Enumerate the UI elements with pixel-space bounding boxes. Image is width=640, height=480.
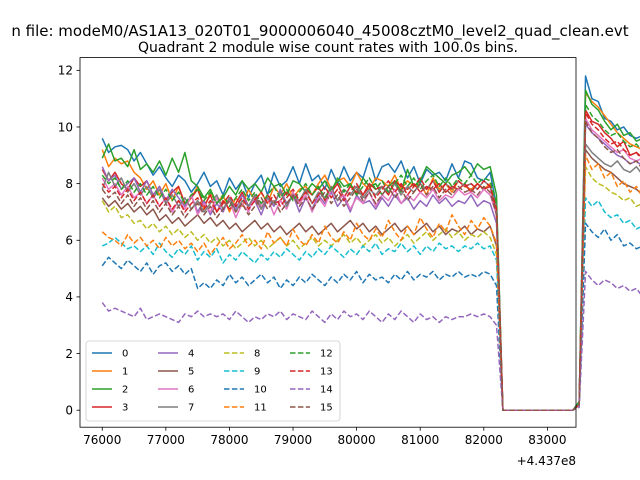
series-line-5	[101, 148, 640, 411]
series-line-3	[101, 109, 640, 411]
x-tick-label: 78000	[210, 433, 248, 447]
series-line-12	[101, 103, 640, 411]
legend-label-4: 4	[188, 349, 194, 360]
series-line-11	[101, 154, 640, 411]
legend-label-15: 15	[320, 403, 333, 414]
series-line-15	[101, 120, 640, 411]
legend-label-6: 6	[188, 385, 194, 396]
legend-label-14: 14	[320, 385, 333, 396]
y-axis: 0 2 4 6 8 10 12	[58, 64, 80, 418]
series-line-7	[101, 143, 640, 411]
series-line-10	[101, 222, 640, 411]
series-line-2	[101, 89, 640, 411]
x-tick-label: 79000	[274, 433, 312, 447]
x-tick-label: 76000	[83, 433, 121, 447]
x-offset-label: +4.437e8	[517, 454, 576, 468]
series-line-13	[101, 112, 640, 411]
series-line-0	[101, 75, 640, 411]
x-tick-label: 81000	[401, 433, 439, 447]
legend-label-10: 10	[254, 385, 267, 396]
y-tick-label: 6	[65, 234, 73, 248]
series-line-14	[101, 270, 640, 411]
y-tick-label: 10	[58, 120, 73, 134]
legend-label-13: 13	[320, 367, 333, 378]
y-tick-label: 12	[58, 64, 73, 78]
figure-suptitle: n file: modeM0/AS1A13_020T01_9000006040_…	[11, 22, 628, 41]
legend-label-11: 11	[254, 403, 267, 414]
x-tick-label: 83000	[528, 433, 566, 447]
legend-label-8: 8	[254, 349, 260, 360]
y-tick-label: 0	[65, 404, 73, 418]
plot-frame	[79, 57, 577, 428]
legend-label-12: 12	[320, 349, 333, 360]
y-tick-label: 2	[65, 347, 73, 361]
legend-box	[85, 340, 341, 422]
legend-label-7: 7	[188, 403, 194, 414]
legend-label-5: 5	[188, 367, 194, 378]
chart-title: Quadrant 2 module wise count rates with …	[138, 40, 518, 56]
series-line-9	[101, 197, 640, 411]
x-tick-label: 77000	[147, 433, 185, 447]
y-tick-label: 4	[65, 290, 73, 304]
x-axis: 76000 77000 78000 79000 80000 81000 82000 83000	[83, 427, 566, 447]
legend-label-9: 9	[254, 367, 260, 378]
x-tick-label: 80000	[338, 433, 376, 447]
y-tick-label: 8	[65, 177, 73, 191]
series-layer	[101, 75, 640, 411]
legend-label-1: 1	[122, 367, 128, 378]
legend-label-3: 3	[122, 403, 128, 414]
legend-label-2: 2	[122, 385, 128, 396]
legend-label-0: 0	[122, 349, 128, 360]
x-tick-label: 82000	[465, 433, 503, 447]
